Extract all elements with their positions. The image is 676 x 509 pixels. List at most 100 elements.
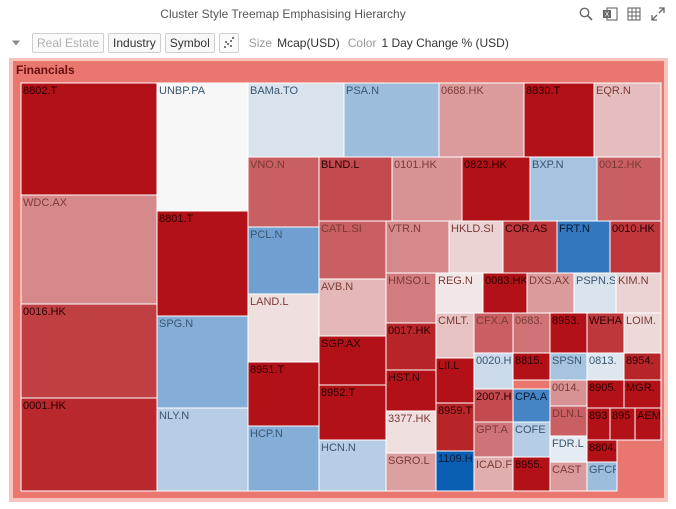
expand-icon[interactable] bbox=[648, 4, 668, 24]
treemap-cell[interactable] bbox=[615, 272, 662, 314]
size-value[interactable]: Mcap(USD) bbox=[277, 36, 340, 50]
treemap-cell[interactable] bbox=[247, 226, 320, 295]
treemap-cell-label: COR.AS bbox=[505, 223, 547, 235]
treemap-cell[interactable] bbox=[318, 278, 387, 337]
treemap-cell[interactable] bbox=[156, 407, 249, 492]
treemap-cell-label: 8951.T bbox=[250, 364, 285, 376]
treemap-cell-label: GPT.A bbox=[476, 424, 508, 436]
treemap-cell-label: 0010.HK bbox=[612, 223, 655, 235]
treemap-cell[interactable] bbox=[529, 156, 598, 222]
treemap-cell[interactable] bbox=[391, 156, 463, 222]
treemap-cell[interactable] bbox=[549, 352, 588, 381]
treemap-cell-label: FDR.L bbox=[552, 438, 584, 450]
treemap-cell[interactable] bbox=[586, 379, 625, 409]
treemap-cell-label: DLN.L bbox=[552, 408, 583, 420]
treemap-cell[interactable] bbox=[573, 272, 617, 314]
treemap-cell-label: 8952.T bbox=[321, 387, 356, 399]
treemap-cell-label: 8954. bbox=[626, 355, 654, 367]
treemap-cell-label: WDC.AX bbox=[23, 197, 68, 209]
caret-down-icon[interactable] bbox=[8, 35, 24, 51]
treemap-cell-label: 0016.HK bbox=[23, 306, 66, 318]
treemap-cell-label: HKLD.SI bbox=[451, 223, 494, 235]
treemap-cell[interactable] bbox=[20, 397, 158, 492]
treemap-cell-label: BLND.L bbox=[321, 159, 360, 171]
treemap-cell[interactable] bbox=[502, 220, 558, 274]
scatter-icon[interactable] bbox=[218, 33, 239, 53]
treemap-cell-label: LAND.L bbox=[250, 296, 289, 308]
treemap-cell[interactable] bbox=[435, 357, 475, 404]
treemap-cell-label: EQR.N bbox=[596, 85, 631, 97]
treemap-cell-label: CAST bbox=[552, 464, 582, 476]
treemap-cell[interactable] bbox=[549, 379, 588, 407]
treemap-cell-label: COFE bbox=[515, 424, 546, 436]
color-label: Color bbox=[347, 36, 377, 50]
treemap-cell[interactable] bbox=[385, 410, 437, 454]
treemap-cell-label: 0683. bbox=[515, 315, 543, 327]
treemap-svg: Financials 8802.T UNBP.PA BAMa.TO PSA.N 0688… bbox=[9, 58, 668, 502]
treemap-cell[interactable] bbox=[549, 461, 588, 492]
treemap-cell-label: SPG.N bbox=[159, 318, 193, 330]
treemap-cell[interactable] bbox=[156, 82, 249, 212]
treemap-cell[interactable] bbox=[247, 361, 320, 427]
treemap-cell-label: SGP.AX bbox=[321, 338, 361, 350]
treemap-cell[interactable] bbox=[318, 335, 387, 386]
treemap-cell[interactable] bbox=[593, 82, 662, 158]
treemap-cell[interactable] bbox=[549, 405, 588, 437]
treemap-cell-label: 8955. bbox=[515, 459, 543, 471]
treemap-cell[interactable] bbox=[586, 461, 618, 492]
treemap-cell-label: PCL.N bbox=[250, 229, 282, 241]
treemap-cell[interactable] bbox=[596, 156, 662, 222]
treemap-cell[interactable] bbox=[556, 220, 611, 274]
treemap-cell-label: 8815. bbox=[515, 355, 543, 367]
real-estate-filter-pill[interactable]: Real Estate bbox=[32, 33, 105, 53]
color-value[interactable]: 1 Day Change % (USD) bbox=[381, 36, 509, 50]
treemap-cell[interactable] bbox=[512, 421, 551, 458]
treemap-cell[interactable] bbox=[247, 156, 320, 228]
treemap-cell[interactable] bbox=[385, 220, 450, 274]
treemap-cell[interactable] bbox=[482, 272, 528, 314]
size-label: Size bbox=[248, 36, 273, 50]
treemap-cell[interactable] bbox=[247, 425, 320, 492]
treemap-cell[interactable] bbox=[318, 384, 387, 441]
industry-level-pill[interactable]: Industry bbox=[108, 33, 161, 53]
symbol-level-pill[interactable]: Symbol bbox=[164, 33, 215, 53]
treemap-cell[interactable] bbox=[318, 439, 387, 492]
treemap-cell[interactable] bbox=[385, 272, 437, 324]
search-icon[interactable] bbox=[576, 4, 596, 24]
treemap-cell[interactable] bbox=[318, 220, 387, 280]
treemap-cell[interactable] bbox=[385, 369, 437, 412]
treemap-cell-label: 0001.HK bbox=[23, 400, 66, 412]
treemap-cell[interactable] bbox=[512, 456, 551, 492]
treemap-cell-label: 893 bbox=[589, 410, 607, 422]
treemap-cell-label: 8905. bbox=[589, 382, 617, 394]
chart-title: Cluster Style Treemap Emphasising Hierar… bbox=[160, 7, 406, 21]
treemap-cell-label: HCP.N bbox=[250, 428, 283, 440]
treemap-cell[interactable] bbox=[634, 407, 662, 441]
treemap-cell-label: 0101.HK bbox=[394, 159, 437, 171]
table-view-icon[interactable] bbox=[624, 4, 644, 24]
excel-export-icon[interactable]: X bbox=[600, 4, 620, 24]
treemap-cell[interactable] bbox=[609, 220, 662, 274]
treemap-cell[interactable] bbox=[156, 315, 249, 409]
treemap-cell[interactable] bbox=[623, 352, 662, 381]
treemap-cell[interactable] bbox=[20, 303, 158, 399]
treemap-cell[interactable] bbox=[473, 456, 514, 492]
treemap-cell[interactable] bbox=[435, 450, 475, 492]
treemap-cell-label: 0012.HK bbox=[599, 159, 642, 171]
treemap-cell-label: 0014. bbox=[552, 382, 580, 394]
treemap-cell[interactable] bbox=[20, 82, 158, 196]
treemap-cell-label: 895 bbox=[612, 410, 630, 422]
treemap-cell-label: PSA.N bbox=[346, 85, 379, 97]
treemap-cell[interactable] bbox=[385, 322, 437, 371]
treemap-cell[interactable] bbox=[448, 220, 504, 274]
treemap-cell[interactable] bbox=[318, 156, 393, 222]
treemap-cell[interactable] bbox=[247, 82, 345, 158]
treemap-cell[interactable] bbox=[623, 379, 662, 409]
treemap-cell[interactable] bbox=[20, 194, 158, 305]
treemap-cell[interactable] bbox=[549, 435, 588, 463]
treemap-cell[interactable] bbox=[435, 272, 484, 314]
treemap-cell[interactable] bbox=[156, 210, 249, 317]
treemap-cell[interactable] bbox=[526, 272, 575, 314]
treemap-cell-label: 0017.HK bbox=[388, 325, 431, 337]
treemap-cell-label: 8801.T bbox=[159, 213, 194, 225]
